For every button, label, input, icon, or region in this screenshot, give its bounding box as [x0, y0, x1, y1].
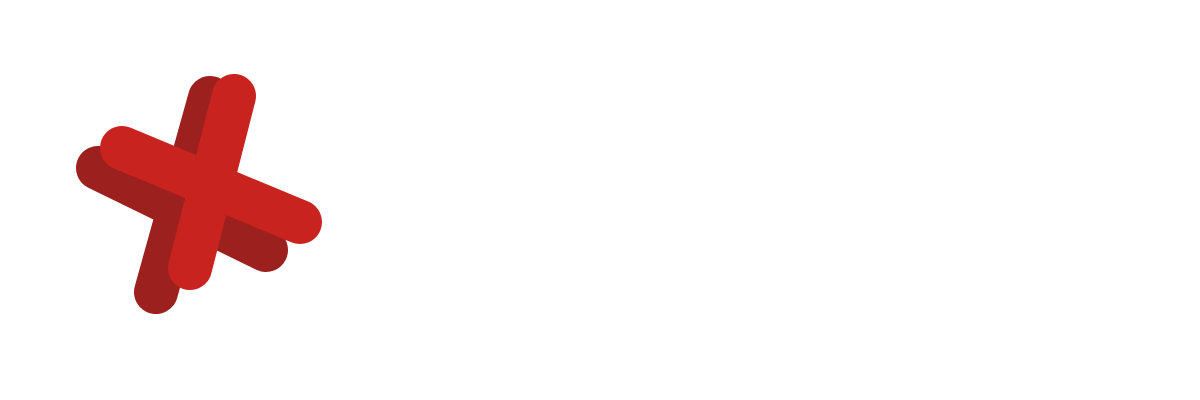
- canvas: [0, 0, 1200, 400]
- red-x-mark-icon: [0, 0, 1200, 400]
